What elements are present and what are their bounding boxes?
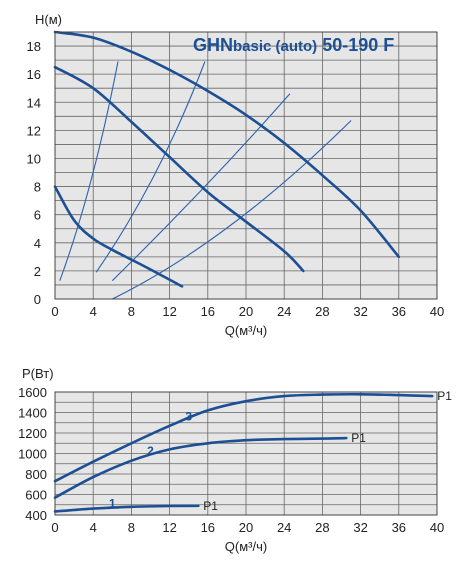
head-y-axis-label: H(м) [35,12,62,27]
power-curve-end-label: P1 [437,389,452,403]
power-curve-2 [53,436,348,499]
head-x-tick-label: 16 [201,304,215,319]
chart-title-suffix: 50-190 F [317,35,394,55]
power-x-tick-label: 28 [315,520,329,535]
power-x-tick-label: 12 [162,520,176,535]
power-x-tick-label: 36 [392,520,406,535]
head-x-tick-label: 24 [277,304,291,319]
power-x-axis-label: Q(м³/ч) [225,539,267,554]
head-y-tick-label: 8 [34,180,41,195]
head-y-tick-label: 2 [34,264,41,279]
power-y-tick-label: 1600 [18,385,47,400]
power-x-tick-label: 40 [430,520,444,535]
head-curve [53,185,184,288]
head-y-tick-label: 10 [27,151,41,166]
power-x-tick-label: 24 [277,520,291,535]
power-curve-end-label: P1 [351,431,366,445]
power-y-tick-label: 1200 [18,426,47,441]
power-x-tick-label: 16 [201,520,215,535]
system-curve [59,61,119,281]
power-curves [53,392,434,513]
power-y-tick-labels: 400 600 800 1000 1200 1400 1600 [18,385,47,523]
head-y-tick-label: 14 [27,95,41,110]
power-curve-number: 3 [185,410,192,424]
power-x-tick-labels: 0 4 8 12 16 20 24 28 32 36 40 [51,520,444,535]
head-y-tick-label: 6 [34,208,41,223]
head-x-tick-label: 32 [353,304,367,319]
power-curve-1 [53,504,200,513]
head-curve [53,65,305,273]
power-y-tick-label: 600 [25,488,47,503]
system-curve [112,120,352,300]
power-curve-number: 2 [147,444,154,458]
power-flow-chart: 0 4 8 12 16 20 24 28 32 36 40 40060080010001200140… [18,366,452,554]
head-y-tick-labels: 0 2 4 6 8 10 12 14 16 18 [27,39,41,307]
head-y-tick-label: 0 [34,292,41,307]
power-plot-frame [54,391,438,516]
head-x-tick-label: 4 [90,304,97,319]
power-x-tick-label: 8 [128,520,135,535]
head-x-tick-labels: 0 4 8 12 16 20 24 28 32 36 40 [51,304,444,319]
power-x-tick-label: 20 [239,520,253,535]
head-y-tick-label: 18 [27,39,41,54]
power-y-tick-label: 1000 [18,447,47,462]
head-y-tick-label: 12 [27,123,41,138]
system-curve [111,93,291,282]
head-x-tick-label: 20 [239,304,253,319]
chart-title: GHNbasic (auto) 50-190 F [193,35,394,55]
power-curve-3 [53,392,434,483]
head-plot-frame [54,31,438,300]
head-curves [53,30,401,288]
head-x-tick-label: 12 [162,304,176,319]
chart-title-middle: basic (auto) [233,38,317,55]
head-x-tick-label: 36 [392,304,406,319]
power-x-tick-label: 32 [353,520,367,535]
head-x-tick-label: 0 [51,304,58,319]
power-y-tick-label: 800 [25,467,47,482]
head-x-tick-label: 40 [430,304,444,319]
power-curve-labels: P1 1 P1 2 P1 3 [109,389,452,513]
head-y-tick-label: 16 [27,67,41,82]
power-curve-number: 1 [109,496,116,510]
head-y-tick-label: 4 [34,236,41,251]
head-x-tick-label: 8 [128,304,135,319]
head-curve [53,30,401,259]
head-x-axis-label: Q(м³/ч) [225,323,267,338]
power-y-axis-label: P(Вт) [22,366,54,381]
head-x-tick-label: 28 [315,304,329,319]
power-x-tick-label: 4 [90,520,97,535]
power-y-tick-label: 400 [25,508,47,523]
chart-title-prefix: GHN [193,35,233,55]
power-curve-end-label: P1 [203,499,218,513]
power-x-tick-label: 0 [51,520,58,535]
power-y-tick-label: 1400 [18,406,47,421]
